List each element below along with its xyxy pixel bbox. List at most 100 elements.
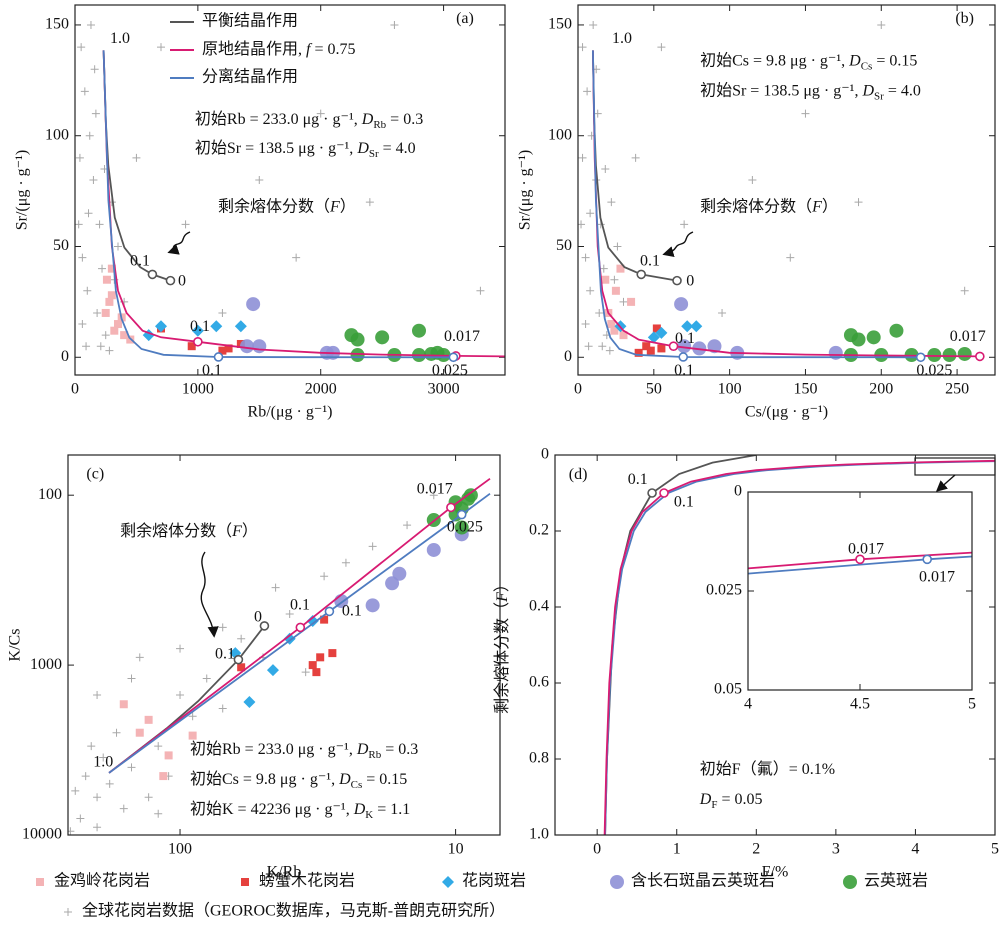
y-tick-label: 0.8 xyxy=(529,750,549,767)
text-run: D xyxy=(356,741,369,758)
y-tick-label: 0 xyxy=(564,348,572,365)
x-tick-label: 5 xyxy=(991,841,999,858)
point xyxy=(611,286,620,295)
x-tick-label: 250 xyxy=(945,381,969,398)
y-tick-label: 50 xyxy=(556,237,572,254)
point xyxy=(93,823,102,832)
point xyxy=(84,209,93,218)
annotation: 0.025 xyxy=(447,519,483,536)
text-run: 初始K = 42236 μg · g⁻¹, xyxy=(190,800,354,818)
point xyxy=(77,43,86,52)
point xyxy=(642,342,651,351)
text-run: D xyxy=(361,111,374,128)
y-axis-label: Sr/(μg · g⁻¹) xyxy=(517,150,534,230)
y-tick-label: 0.2 xyxy=(529,522,549,539)
note: 初始Sr = 138.5 μg · g⁻¹, DSr = 4.0 xyxy=(700,81,921,102)
note: 初始Cs = 9.8 μg · g⁻¹, DCs = 0.15 xyxy=(700,51,917,72)
x-tick-label: 0 xyxy=(593,841,601,858)
point xyxy=(866,330,881,345)
y-tick-label: 10000 xyxy=(22,826,62,843)
annotation: 0.017 xyxy=(417,481,453,498)
point xyxy=(105,297,114,306)
point xyxy=(581,320,590,329)
f-marker xyxy=(668,341,679,351)
point xyxy=(350,348,365,363)
point xyxy=(127,763,136,772)
point xyxy=(105,779,114,788)
point xyxy=(619,331,628,340)
text-run: 初始Rb = 233.0 μg · g⁻¹, xyxy=(195,110,362,128)
point xyxy=(154,742,163,751)
point xyxy=(960,286,969,295)
point xyxy=(748,176,757,185)
point xyxy=(631,153,640,162)
point xyxy=(95,220,104,229)
f-marker xyxy=(855,554,865,565)
point xyxy=(75,220,83,229)
point xyxy=(76,814,85,823)
point xyxy=(454,520,469,535)
y-tick-label: 100 xyxy=(45,126,69,143)
point xyxy=(181,220,190,229)
legend-marker xyxy=(241,878,249,886)
point xyxy=(375,330,390,345)
note: 初始Cs = 9.8 μg · g⁻¹, DCs = 0.15 xyxy=(190,770,407,791)
x-axis-label: F/% xyxy=(762,864,789,881)
point xyxy=(657,43,666,52)
f-marker xyxy=(678,352,689,362)
point xyxy=(306,614,319,627)
annotation: 0.017 xyxy=(919,569,955,586)
point xyxy=(312,668,321,677)
f-marker xyxy=(324,606,335,617)
f-marker xyxy=(446,502,456,513)
annotation: 0.1 xyxy=(674,494,694,511)
point xyxy=(101,331,110,340)
point xyxy=(316,109,325,118)
point xyxy=(616,264,625,273)
point xyxy=(157,43,165,52)
text-run: F xyxy=(811,198,822,215)
plot-frame xyxy=(67,454,501,836)
model-curve xyxy=(603,459,995,835)
note: 剩余熔体分数（F） xyxy=(700,196,838,215)
x-tick-label: 1 xyxy=(673,841,681,858)
point xyxy=(412,323,426,338)
point xyxy=(98,264,107,273)
point xyxy=(690,320,703,333)
point xyxy=(114,242,122,251)
text-run: 初始Rb = 233.0 μg · g⁻¹, xyxy=(190,740,357,758)
point xyxy=(707,339,722,354)
note: 初始Sr = 138.5 μg · g⁻¹, DSr = 4.0 xyxy=(195,139,416,160)
point xyxy=(801,109,810,118)
x-axis-label: Cs/(μg · g⁻¹) xyxy=(745,404,828,421)
point xyxy=(224,344,233,353)
point xyxy=(365,198,374,207)
point xyxy=(301,668,310,677)
model-curve xyxy=(108,477,491,774)
annotation: 0.1 xyxy=(675,330,695,347)
text-run: = 4.0 xyxy=(379,140,416,157)
text-run: 原地结晶作用, xyxy=(202,40,306,58)
text-run: = 0.15 xyxy=(872,52,917,69)
point xyxy=(634,348,643,357)
annotation: (c) xyxy=(86,466,104,483)
point xyxy=(266,664,279,677)
text-run: Rb xyxy=(373,119,386,131)
point xyxy=(392,566,407,581)
y-tick-label: 100 xyxy=(548,126,572,143)
point xyxy=(786,253,795,262)
point xyxy=(320,615,329,624)
f-marker xyxy=(922,554,933,565)
point xyxy=(237,634,246,643)
text-run: = 0.3 xyxy=(386,111,423,128)
point xyxy=(599,264,608,273)
point xyxy=(191,324,204,337)
legend-label: 含长石斑晶云英斑岩 xyxy=(631,872,775,890)
point xyxy=(234,320,247,333)
y-axis-label: K/Cs xyxy=(7,629,24,662)
point xyxy=(132,153,141,162)
point xyxy=(75,153,84,162)
point xyxy=(584,342,593,351)
text-run: D xyxy=(338,771,351,788)
